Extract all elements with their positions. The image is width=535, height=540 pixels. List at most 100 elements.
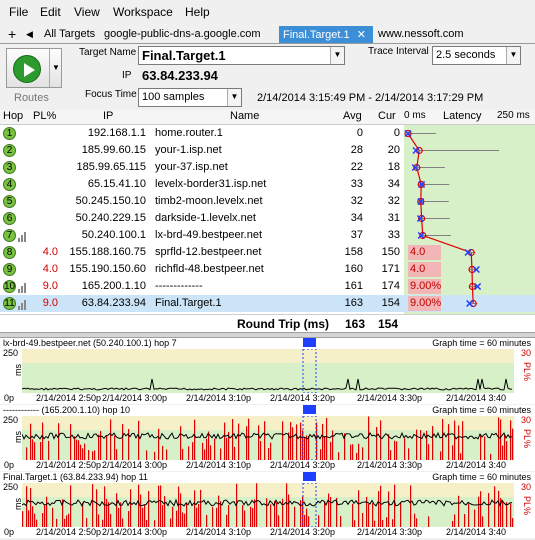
hop-number: 8 [3, 246, 16, 259]
menu-file[interactable]: File [9, 5, 29, 19]
loss-bar [78, 440, 80, 460]
loss-bar [484, 436, 486, 460]
loss-bar [404, 438, 406, 460]
tab-bar: + ◀ All Targets google-public-dns-a.goog… [0, 24, 535, 44]
loss-bar [426, 430, 428, 460]
loss-bar [502, 445, 504, 460]
graph-x-tick: 0p [4, 527, 15, 537]
time-range: 2/14/2014 3:15:49 PM - 2/14/2014 3:17:29… [257, 92, 484, 104]
loss-bar [322, 423, 324, 460]
loss-bar [416, 518, 418, 527]
loss-bar [158, 485, 160, 527]
timeline-graph[interactable]: lx-brd-49.bestpeer.net (50.240.100.1) ho… [0, 338, 535, 404]
menu-edit[interactable]: Edit [40, 5, 61, 19]
loss-bar [116, 449, 118, 460]
add-tab-button[interactable]: + [8, 26, 17, 42]
loss-bar [332, 430, 334, 460]
header-latency[interactable]: Latency [443, 110, 482, 122]
loss-bar [146, 450, 148, 460]
menu-view[interactable]: View [74, 5, 100, 19]
tab-final-target[interactable]: Final.Target.1 ✕ [279, 26, 373, 43]
menu-help[interactable]: Help [185, 5, 210, 19]
pane-splitter[interactable] [0, 332, 535, 338]
loss-bar [144, 504, 146, 527]
loss-bar [178, 486, 180, 527]
focus-handle[interactable] [303, 338, 316, 347]
latency-cur-marker [464, 248, 472, 257]
trace-interval-select[interactable]: 2.5 seconds ▼ [432, 46, 521, 65]
table-row[interactable]: 9 4.0 155.190.150.60 richfld-48.bestpeer.ne… [0, 261, 535, 278]
target-name-field[interactable]: Final.Target.1 ▼ [138, 46, 345, 65]
start-trace-button[interactable]: ▼ [6, 48, 62, 88]
loss-bar [440, 451, 442, 460]
loss-bar [198, 503, 200, 527]
loss-bar [154, 451, 156, 460]
chevron-down-icon[interactable]: ▼ [506, 47, 520, 64]
timeline-graph[interactable]: Final.Target.1 (63.84.233.94) hop 11 Grap… [0, 472, 535, 538]
loss-bar [246, 426, 248, 460]
chevron-down-icon[interactable]: ▼ [227, 89, 241, 106]
graph-x-tick: 2/14/2014 3:30p [357, 393, 423, 403]
hop-number: 9 [3, 263, 16, 276]
loss-bar [388, 491, 390, 527]
latency-chart [404, 129, 500, 308]
graph-x-tick: 2/14/2014 3:40 [446, 527, 507, 537]
header-latency-min: 0 ms [404, 110, 426, 121]
header-cur[interactable]: Cur [378, 110, 396, 122]
graph-x-tick: 2/14/2014 3:30p [357, 460, 423, 470]
loss-bar [88, 450, 90, 460]
header-avg[interactable]: Avg [343, 110, 362, 122]
focus-handle[interactable] [303, 405, 316, 414]
graph-x-tick: 2/14/2014 3:20p [270, 527, 336, 537]
focus-handle[interactable] [303, 472, 316, 481]
latency-avg-marker [418, 214, 426, 223]
loss-bar [172, 506, 174, 527]
tab-nessoft[interactable]: www.nessoft.com [378, 28, 464, 40]
loss-bar [512, 518, 514, 527]
table-row[interactable]: 1 192.168.1.1 home.router.1 0 0 [0, 125, 535, 142]
header-name[interactable]: Name [230, 110, 260, 122]
focus-window [302, 416, 317, 460]
table-row[interactable]: 10 9.0 165.200.1.10 ------------- 161 174 9.00… [0, 278, 535, 295]
loss-bar [420, 430, 422, 460]
loss-bar [238, 423, 240, 460]
hop-cur: 18 [387, 161, 400, 173]
hop-ip: 155.188.160.75 [69, 246, 146, 258]
graph-x-tick: 2/14/2014 3:20p [270, 460, 336, 470]
loss-bar [336, 497, 338, 527]
latency-line [22, 378, 513, 391]
table-row[interactable]: 5 50.245.150.10 timb2-moon.levelx.net 32 32 [0, 193, 535, 210]
tab-google-dns[interactable]: google-public-dns-a.google.com [104, 28, 261, 40]
chevron-down-icon[interactable]: ▼ [330, 47, 344, 64]
graph-title: lx-brd-49.bestpeer.net (50.240.100.1) ho… [3, 338, 177, 348]
header-ip[interactable]: IP [103, 110, 114, 122]
header-pl[interactable]: PL% [33, 110, 57, 122]
table-row[interactable]: 11 9.0 63.84.233.94 Final.Target.1 163 154 9.0… [0, 295, 535, 312]
graph-x-tick: 2/14/2014 3:30p [357, 527, 423, 537]
close-tab-icon[interactable]: ✕ [356, 29, 366, 41]
table-row[interactable]: 7 50.240.100.1 lx-brd-49.bestpeer.net 37 33 [0, 227, 535, 244]
menu-workspace[interactable]: Workspace [113, 5, 173, 19]
loss-bar [188, 446, 190, 460]
table-row[interactable]: 8 4.0 155.188.160.75 sprfld-12.bestpeer.net… [0, 244, 535, 261]
table-row[interactable]: 3 185.99.65.115 your-37.isp.net 22 18 [0, 159, 535, 176]
loss-bar [292, 427, 294, 460]
chevron-down-icon[interactable]: ▼ [49, 49, 62, 87]
table-row[interactable]: 4 65.15.41.10 levelx-border31.isp.net 33 34 [0, 176, 535, 193]
loss-bar [408, 448, 410, 460]
header-hop[interactable]: Hop [3, 110, 24, 122]
loss-bar [220, 501, 222, 527]
timeline-graph[interactable]: ------------ (165.200.1.10) hop 10 Graph … [0, 405, 535, 471]
focus-time-select[interactable]: 100 samples ▼ [138, 88, 242, 107]
loss-bar [352, 444, 354, 460]
hop-avg: 22 [350, 161, 363, 173]
table-row[interactable]: 6 50.240.229.15 darkside-1.levelx.net 34 31 [0, 210, 535, 227]
loss-bar [506, 502, 508, 527]
loss-bar [510, 420, 512, 460]
graph-pl-max: 30 [520, 348, 531, 358]
tabs-left-arrow-icon[interactable]: ◀ [26, 29, 33, 39]
tab-all-targets[interactable]: All Targets [44, 28, 96, 40]
table-row[interactable]: 2 185.99.60.15 your-1.isp.net 28 20 [0, 142, 535, 159]
loss-bar [266, 498, 268, 527]
latency-avg-marker [468, 265, 476, 274]
